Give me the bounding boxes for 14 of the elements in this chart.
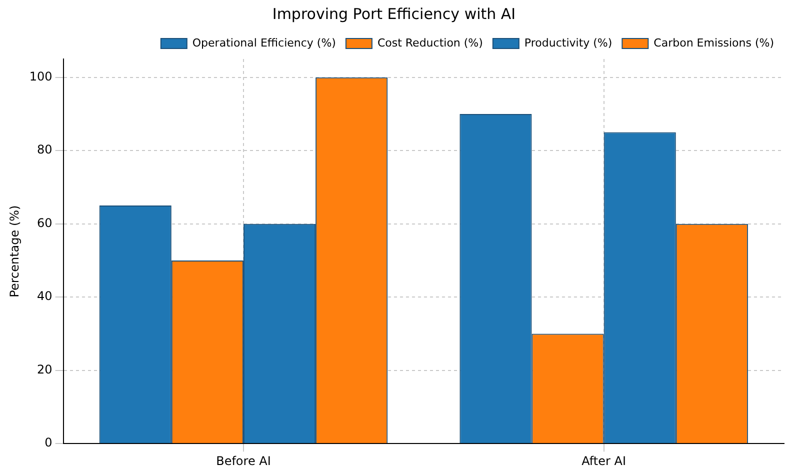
legend-label: Productivity (%): [524, 36, 612, 50]
y-tick-label: 100: [29, 69, 52, 84]
legend-label: Operational Efficiency (%): [192, 36, 336, 50]
legend-label: Carbon Emissions (%): [654, 36, 774, 50]
y-tick-label: 80: [37, 142, 52, 157]
y-axis-title: Percentage (%): [7, 205, 22, 298]
y-tick-label: 0: [44, 436, 52, 450]
x-tick-label: Before AI: [216, 454, 271, 468]
chart-title: Improving Port Efficiency with AI: [272, 4, 516, 23]
y-tick-label: 20: [37, 362, 52, 376]
y-tick-label: 40: [37, 289, 52, 304]
x-tick-label: After AI: [582, 454, 626, 468]
y-tick-label: 60: [37, 216, 52, 230]
legend-label: Cost Reduction (%): [377, 36, 483, 50]
